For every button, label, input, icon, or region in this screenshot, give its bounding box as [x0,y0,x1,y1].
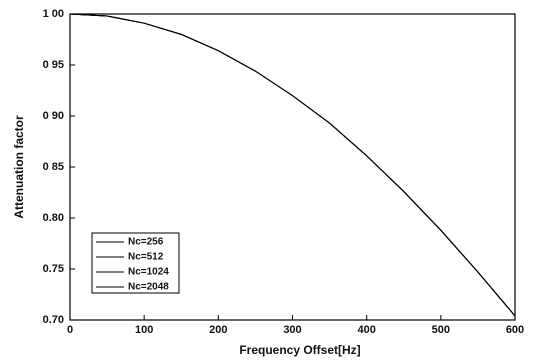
x-tick-label: 100 [135,324,153,336]
series-line [69,13,516,317]
y-tick-label: 0 85 [43,161,64,173]
x-tick-label: 0 [67,324,73,336]
legend-label: Nc=512 [128,252,164,263]
x-tick-label: 500 [432,324,450,336]
legend-box [91,232,180,294]
y-tick-label: 0.70 [43,314,64,326]
legend-label: Nc=2048 [128,282,169,293]
y-tick-label: 0.75 [43,263,64,275]
x-tick-label: 600 [506,324,524,336]
y-tick-label: 0 90 [43,110,64,122]
y-tick-label: 1 00 [43,8,64,20]
y-axis-label: Attenuation factor [12,115,26,219]
x-tick-label: 400 [357,324,375,336]
x-axis-label: Frequency Offset[Hz] [239,343,360,357]
x-tick-label: 300 [283,324,301,336]
legend-label: Nc=1024 [128,267,169,278]
legend-label: Nc=256 [128,237,164,248]
y-tick-label: 0 95 [43,59,64,71]
x-tick-label: 200 [209,324,227,336]
y-tick-label: 0.80 [43,212,64,224]
